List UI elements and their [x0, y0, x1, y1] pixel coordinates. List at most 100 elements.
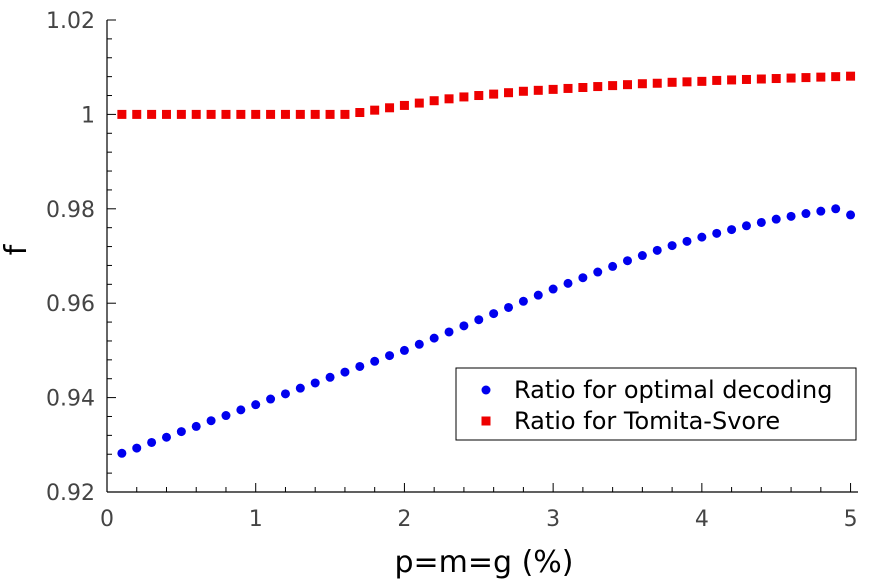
data-point-optimal	[712, 228, 722, 238]
x-axis-title: p=m=g (%)	[394, 545, 573, 580]
data-point-tomita	[831, 72, 841, 82]
data-point-optimal	[504, 302, 514, 312]
data-point-tomita	[147, 109, 157, 119]
data-point-optimal	[221, 411, 231, 421]
data-point-optimal	[578, 273, 588, 283]
data-point-optimal	[622, 256, 632, 266]
data-point-optimal	[236, 405, 246, 415]
data-point-optimal	[266, 394, 276, 404]
data-point-optimal	[176, 427, 186, 437]
data-point-optimal	[563, 278, 573, 288]
data-point-tomita	[533, 85, 543, 95]
y-tick-label: 0.92	[46, 481, 95, 506]
data-point-tomita	[518, 86, 528, 96]
series-layer	[117, 71, 856, 458]
legend-marker-optimal	[481, 385, 491, 395]
y-axis-title: f	[0, 243, 34, 255]
y-tick-label: 1.02	[46, 9, 95, 34]
data-point-optimal	[831, 204, 841, 214]
data-point-tomita	[370, 105, 380, 115]
data-point-tomita	[771, 74, 781, 84]
y-tick-label: 0.94	[46, 387, 95, 412]
data-point-optimal	[117, 448, 127, 458]
data-point-optimal	[771, 214, 781, 224]
data-point-tomita	[682, 77, 692, 87]
x-tick-label: 5	[844, 507, 858, 532]
data-point-optimal	[533, 290, 543, 300]
y-tick-label: 0.98	[46, 198, 95, 223]
data-point-tomita	[132, 109, 142, 119]
data-point-optimal	[608, 261, 618, 271]
data-point-tomita	[459, 92, 469, 102]
data-point-optimal	[474, 315, 484, 325]
data-point-tomita	[489, 89, 499, 99]
data-point-tomita	[325, 109, 335, 119]
x-tick-label: 2	[397, 507, 411, 532]
data-point-tomita	[117, 109, 127, 119]
data-point-tomita	[191, 109, 201, 119]
data-point-tomita	[414, 98, 424, 108]
data-point-optimal	[355, 361, 365, 371]
data-point-tomita	[697, 76, 707, 86]
data-point-tomita	[161, 109, 171, 119]
data-point-optimal	[786, 211, 796, 221]
data-point-optimal	[697, 232, 707, 242]
data-point-tomita	[340, 109, 350, 119]
data-point-optimal	[132, 443, 142, 453]
data-point-optimal	[741, 221, 751, 231]
data-point-tomita	[399, 100, 409, 110]
data-point-optimal	[206, 416, 216, 426]
plot-frame	[106, 20, 858, 493]
data-point-tomita	[563, 83, 573, 93]
data-point-optimal	[147, 437, 157, 447]
data-point-tomita	[741, 74, 751, 84]
data-point-tomita	[593, 82, 603, 92]
data-point-optimal	[667, 241, 677, 251]
data-point-tomita	[429, 96, 439, 106]
data-point-tomita	[756, 74, 766, 84]
y-axis: 0.92 0.94 0.96 0.98 1 1.02	[46, 9, 116, 506]
x-tick-label: 4	[695, 507, 709, 532]
data-point-optimal	[518, 296, 528, 306]
data-point-tomita	[385, 103, 395, 113]
legend-box	[455, 367, 857, 441]
data-point-tomita	[622, 80, 632, 90]
data-point-optimal	[489, 309, 499, 319]
data-point-optimal	[727, 225, 737, 235]
data-point-optimal	[846, 210, 856, 220]
y-tick-label: 0.96	[46, 292, 95, 317]
data-point-tomita	[608, 81, 618, 91]
data-point-tomita	[355, 108, 365, 118]
data-point-optimal	[593, 267, 603, 277]
data-point-optimal	[459, 321, 469, 331]
data-point-tomita	[578, 82, 588, 92]
data-point-optimal	[399, 345, 409, 355]
data-point-tomita	[667, 77, 677, 87]
data-point-optimal	[652, 245, 662, 255]
data-point-optimal	[801, 209, 811, 219]
data-point-optimal	[310, 378, 320, 388]
data-point-optimal	[280, 389, 290, 399]
data-point-tomita	[221, 109, 231, 119]
data-point-optimal	[325, 372, 335, 382]
data-point-optimal	[385, 351, 395, 361]
series-tomita-svore	[117, 71, 856, 119]
data-point-tomita	[548, 84, 558, 94]
data-point-optimal	[816, 206, 826, 216]
data-point-tomita	[295, 109, 305, 119]
data-point-optimal	[370, 356, 380, 366]
data-point-tomita	[266, 109, 276, 119]
data-point-tomita	[310, 109, 320, 119]
data-point-optimal	[429, 333, 439, 343]
series-optimal-decoding	[117, 204, 856, 458]
data-point-tomita	[236, 109, 246, 119]
legend-marker-tomita	[481, 416, 491, 426]
data-point-tomita	[727, 75, 737, 85]
data-point-tomita	[816, 72, 826, 82]
data-point-optimal	[548, 284, 558, 294]
data-point-tomita	[637, 79, 647, 89]
data-point-tomita	[652, 78, 662, 88]
legend: Ratio for optimal decoding Ratio for Tom…	[455, 367, 857, 441]
